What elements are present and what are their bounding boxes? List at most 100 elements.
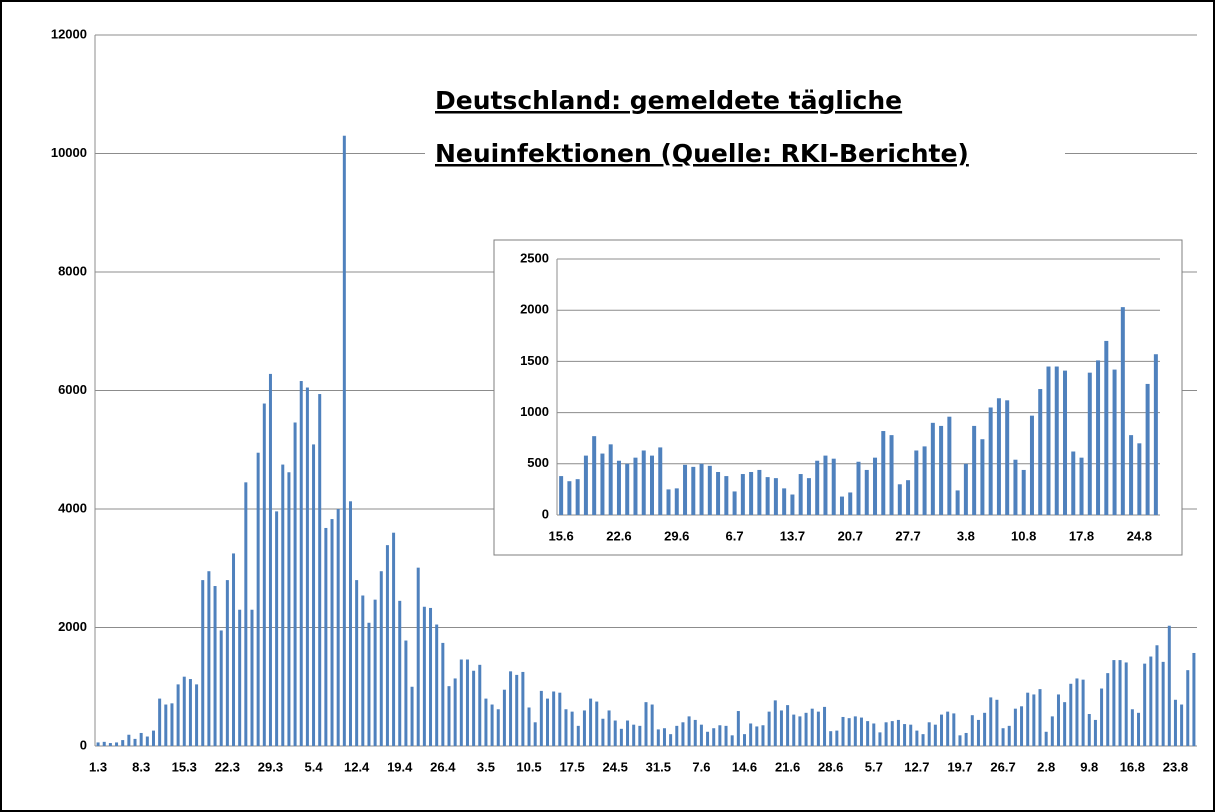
x-tick-label: 10.5 <box>516 759 541 774</box>
bar <box>625 463 630 515</box>
x-tick-label: 19.4 <box>387 759 413 774</box>
bar <box>453 678 457 746</box>
bar <box>164 704 168 746</box>
y-tick-label: 4000 <box>58 500 87 515</box>
bar <box>1005 400 1010 515</box>
bar <box>608 444 613 515</box>
bar <box>656 729 660 746</box>
bar <box>927 722 931 746</box>
bar <box>1130 709 1134 746</box>
bar <box>873 457 878 515</box>
bar <box>835 730 839 746</box>
x-tick-label: 29.6 <box>664 528 689 543</box>
bar <box>718 725 722 746</box>
bar <box>1046 366 1051 515</box>
bar <box>755 726 759 746</box>
bar <box>613 720 617 746</box>
bar <box>1137 443 1142 515</box>
bar <box>804 712 808 746</box>
bar <box>589 698 593 746</box>
bar <box>693 719 697 746</box>
bar <box>582 710 586 746</box>
bar <box>683 464 688 515</box>
bar <box>410 686 414 746</box>
bar <box>889 435 894 515</box>
bar <box>145 736 149 746</box>
bar <box>829 731 833 746</box>
bar <box>1020 706 1024 746</box>
bar <box>385 545 389 746</box>
bar <box>1032 694 1036 746</box>
bar <box>792 714 796 746</box>
bar <box>416 567 420 746</box>
x-tick-label: 22.3 <box>215 759 240 774</box>
bar <box>182 676 186 746</box>
bar <box>952 713 956 746</box>
title-background <box>425 78 1065 183</box>
y-tick-label: 500 <box>527 455 549 470</box>
bar <box>810 708 814 746</box>
bar <box>1192 652 1196 746</box>
x-tick-label: 24.5 <box>603 759 628 774</box>
bar <box>281 464 285 746</box>
bar <box>459 659 463 746</box>
bar <box>658 447 663 515</box>
bar <box>970 715 974 746</box>
bar <box>798 716 802 746</box>
bar <box>367 622 371 746</box>
bar <box>601 718 605 746</box>
bar <box>1112 660 1116 746</box>
bar <box>699 463 704 515</box>
bar <box>1050 716 1054 746</box>
bar <box>1104 340 1109 515</box>
bar <box>330 519 334 746</box>
bar <box>1161 661 1165 746</box>
bar <box>1063 370 1068 515</box>
bar <box>379 571 383 746</box>
bar <box>765 477 770 515</box>
bar <box>856 461 861 515</box>
bar <box>232 553 236 746</box>
bar <box>1056 694 1060 746</box>
bar <box>767 711 771 746</box>
bar <box>872 723 876 746</box>
bar <box>740 474 745 515</box>
bar <box>1038 389 1043 515</box>
y-tick-label: 8000 <box>58 263 87 278</box>
bar <box>947 416 952 515</box>
inset-frame <box>493 239 1183 556</box>
chart-title: Neuinfektionen (Quelle: RKI-Berichte) <box>435 139 969 168</box>
bar <box>312 444 316 746</box>
bar <box>940 714 944 746</box>
bar <box>815 460 820 515</box>
bar <box>946 711 950 746</box>
x-tick-label: 31.5 <box>646 759 671 774</box>
bar <box>964 732 968 746</box>
x-tick-label: 12.7 <box>904 759 929 774</box>
bar <box>108 743 112 746</box>
bar <box>213 586 217 746</box>
bar <box>188 679 192 746</box>
bar <box>595 701 599 746</box>
bar <box>798 474 803 515</box>
bar <box>342 135 346 747</box>
bar <box>922 446 927 515</box>
bar <box>429 607 433 746</box>
x-tick-label: 26.7 <box>990 759 1015 774</box>
bar <box>465 659 469 746</box>
chart-title: Deutschland: gemeldete tägliche <box>435 86 902 115</box>
bar <box>570 711 574 746</box>
bar <box>972 425 977 515</box>
bar <box>1120 307 1125 515</box>
bar <box>806 478 811 515</box>
bar <box>933 724 937 746</box>
bar <box>592 436 597 515</box>
bar <box>348 501 352 746</box>
bar <box>509 671 513 746</box>
x-tick-label: 5.7 <box>865 759 883 774</box>
bar <box>1149 656 1153 746</box>
bar <box>1044 731 1048 746</box>
bar <box>1071 451 1076 515</box>
bar <box>299 381 303 746</box>
